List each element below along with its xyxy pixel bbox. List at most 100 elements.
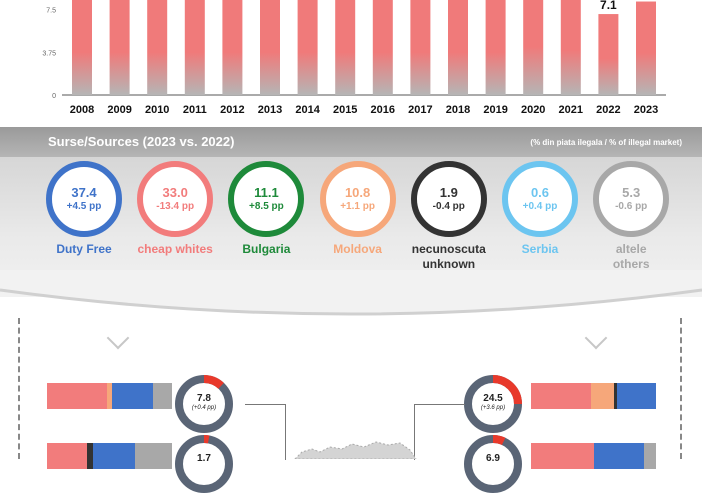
bar: [147, 0, 168, 95]
source-label: Serbia: [521, 242, 559, 256]
source-value: 5.3: [622, 185, 641, 200]
bar-segment: [531, 383, 591, 409]
x-tick-label: 2018: [446, 104, 470, 116]
bar: [448, 0, 468, 95]
donut-value: 7.8: [197, 393, 211, 404]
x-tick-label: 2021: [559, 104, 583, 116]
bar-segment: [617, 383, 656, 409]
source-item: 11.1 +8.5 pp Bulgaria: [218, 161, 314, 257]
source-delta: +4.5 pp: [66, 201, 102, 212]
chevron-down-icon: [106, 326, 130, 350]
source-delta: +0.4 pp: [522, 201, 558, 212]
bar-segment: [153, 383, 172, 409]
bar-segment: [613, 383, 618, 409]
bar: [109, 0, 130, 95]
donut: 7.8 (+0.4 pp): [175, 375, 233, 433]
y-tick-label: 3.75: [42, 50, 56, 57]
x-tick-label: 2023: [634, 104, 658, 116]
source-ring: 5.3 -0.6 pp: [593, 161, 670, 237]
x-tick-label: 2011: [183, 104, 207, 116]
stacked-bar: [47, 383, 172, 409]
source-ring: 37.4 +4.5 pp: [46, 161, 122, 237]
donut: 6.9: [464, 435, 522, 493]
x-tick-label: 2015: [333, 104, 357, 116]
data-label: 7.1: [600, 0, 617, 12]
source-delta: -0.6 pp: [615, 201, 648, 212]
x-tick-label: 2016: [371, 104, 395, 116]
bar: [72, 0, 92, 95]
source-ring: 1.9 -0.4 pp: [410, 161, 487, 237]
sources-note: (% din piata ilegala / % of illegal mark…: [530, 138, 682, 147]
source-label: necunoscuta: [411, 242, 486, 256]
source-value: 1.9: [439, 185, 458, 200]
bar-chart: 03.757.511.25200820092010201120122013201…: [0, 0, 702, 127]
bar-segment: [593, 443, 644, 469]
donut: 1.7: [175, 435, 233, 493]
donut-delta: (+0.4 pp): [191, 405, 217, 411]
dashed-divider-right: [680, 318, 682, 459]
panel-curve: [0, 270, 702, 316]
x-tick-label: 2017: [408, 104, 432, 116]
bar: [636, 1, 656, 96]
bar-segment: [134, 443, 172, 469]
source-value: 37.4: [71, 185, 97, 200]
stacked-bar: [531, 383, 656, 409]
source-label-2: unknown: [422, 257, 476, 271]
source-ring: 11.1 +8.5 pp: [228, 161, 305, 237]
bar: [372, 0, 393, 95]
source-value: 10.8: [344, 185, 371, 200]
bar: [560, 0, 581, 96]
bar: [260, 0, 280, 95]
source-ring: 0.6 +0.4 pp: [502, 161, 578, 237]
source-item: 10.8 +1.1 pp Moldova: [310, 161, 406, 257]
bar: [598, 14, 619, 96]
donut-delta: (+3.6 pp): [480, 405, 506, 411]
bar-segment: [93, 443, 135, 469]
donut: 24.5 (+3.6 pp): [464, 375, 522, 433]
bar-segment: [591, 383, 614, 409]
donut-value: 24.5: [483, 393, 503, 404]
x-tick-label: 2010: [145, 104, 169, 116]
bar: [335, 0, 356, 95]
bar: [297, 0, 318, 95]
dashed-divider-left: [18, 318, 20, 459]
source-label: Duty Free: [56, 242, 112, 256]
x-tick-label: 2012: [220, 104, 244, 116]
connector-line: [245, 404, 286, 460]
bar: [184, 0, 205, 95]
x-tick-label: 2009: [107, 104, 131, 116]
source-ring: 33.0 -13.4 pp: [137, 161, 214, 237]
source-label: Moldova: [333, 242, 382, 256]
source-item: 33.0 -13.4 pp cheap whites: [127, 161, 223, 257]
source-label: Bulgaria: [242, 242, 291, 256]
x-tick-label: 2022: [596, 104, 620, 116]
x-tick-label: 2019: [483, 104, 507, 116]
bar-segment: [531, 443, 594, 469]
source-value: 11.1: [254, 185, 279, 200]
bar-segment: [87, 443, 94, 469]
source-delta: +8.5 pp: [249, 201, 284, 212]
source-item: 37.4 +4.5 pp Duty Free: [36, 161, 132, 257]
sources-title: Surse/Sources (2023 vs. 2022): [48, 134, 235, 149]
x-tick-label: 2013: [258, 104, 282, 116]
sources-header: Surse/Sources (2023 vs. 2022) (% din pia…: [0, 127, 702, 157]
source-value: 0.6: [530, 185, 550, 200]
source-delta: -0.4 pp: [432, 201, 465, 212]
bar-segment: [643, 443, 656, 469]
x-tick-label: 2020: [521, 104, 545, 116]
connector-line: [414, 404, 465, 460]
bar: [410, 0, 431, 95]
bar-segment: [47, 383, 107, 409]
source-item: 5.3 -0.6 pp altele others: [583, 161, 679, 272]
y-tick-label: 0: [52, 93, 56, 100]
source-value: 33.0: [162, 185, 188, 200]
bar-segment: [112, 383, 154, 409]
source-ring: 10.8 +1.1 pp: [319, 161, 396, 237]
source-label: altele: [615, 242, 647, 256]
y-tick-label: 7.5: [46, 8, 56, 15]
bar-segment: [47, 443, 87, 469]
bar: [485, 0, 506, 95]
bar: [523, 0, 544, 96]
map-outline: [294, 441, 417, 459]
source-delta: -13.4 pp: [156, 201, 195, 212]
